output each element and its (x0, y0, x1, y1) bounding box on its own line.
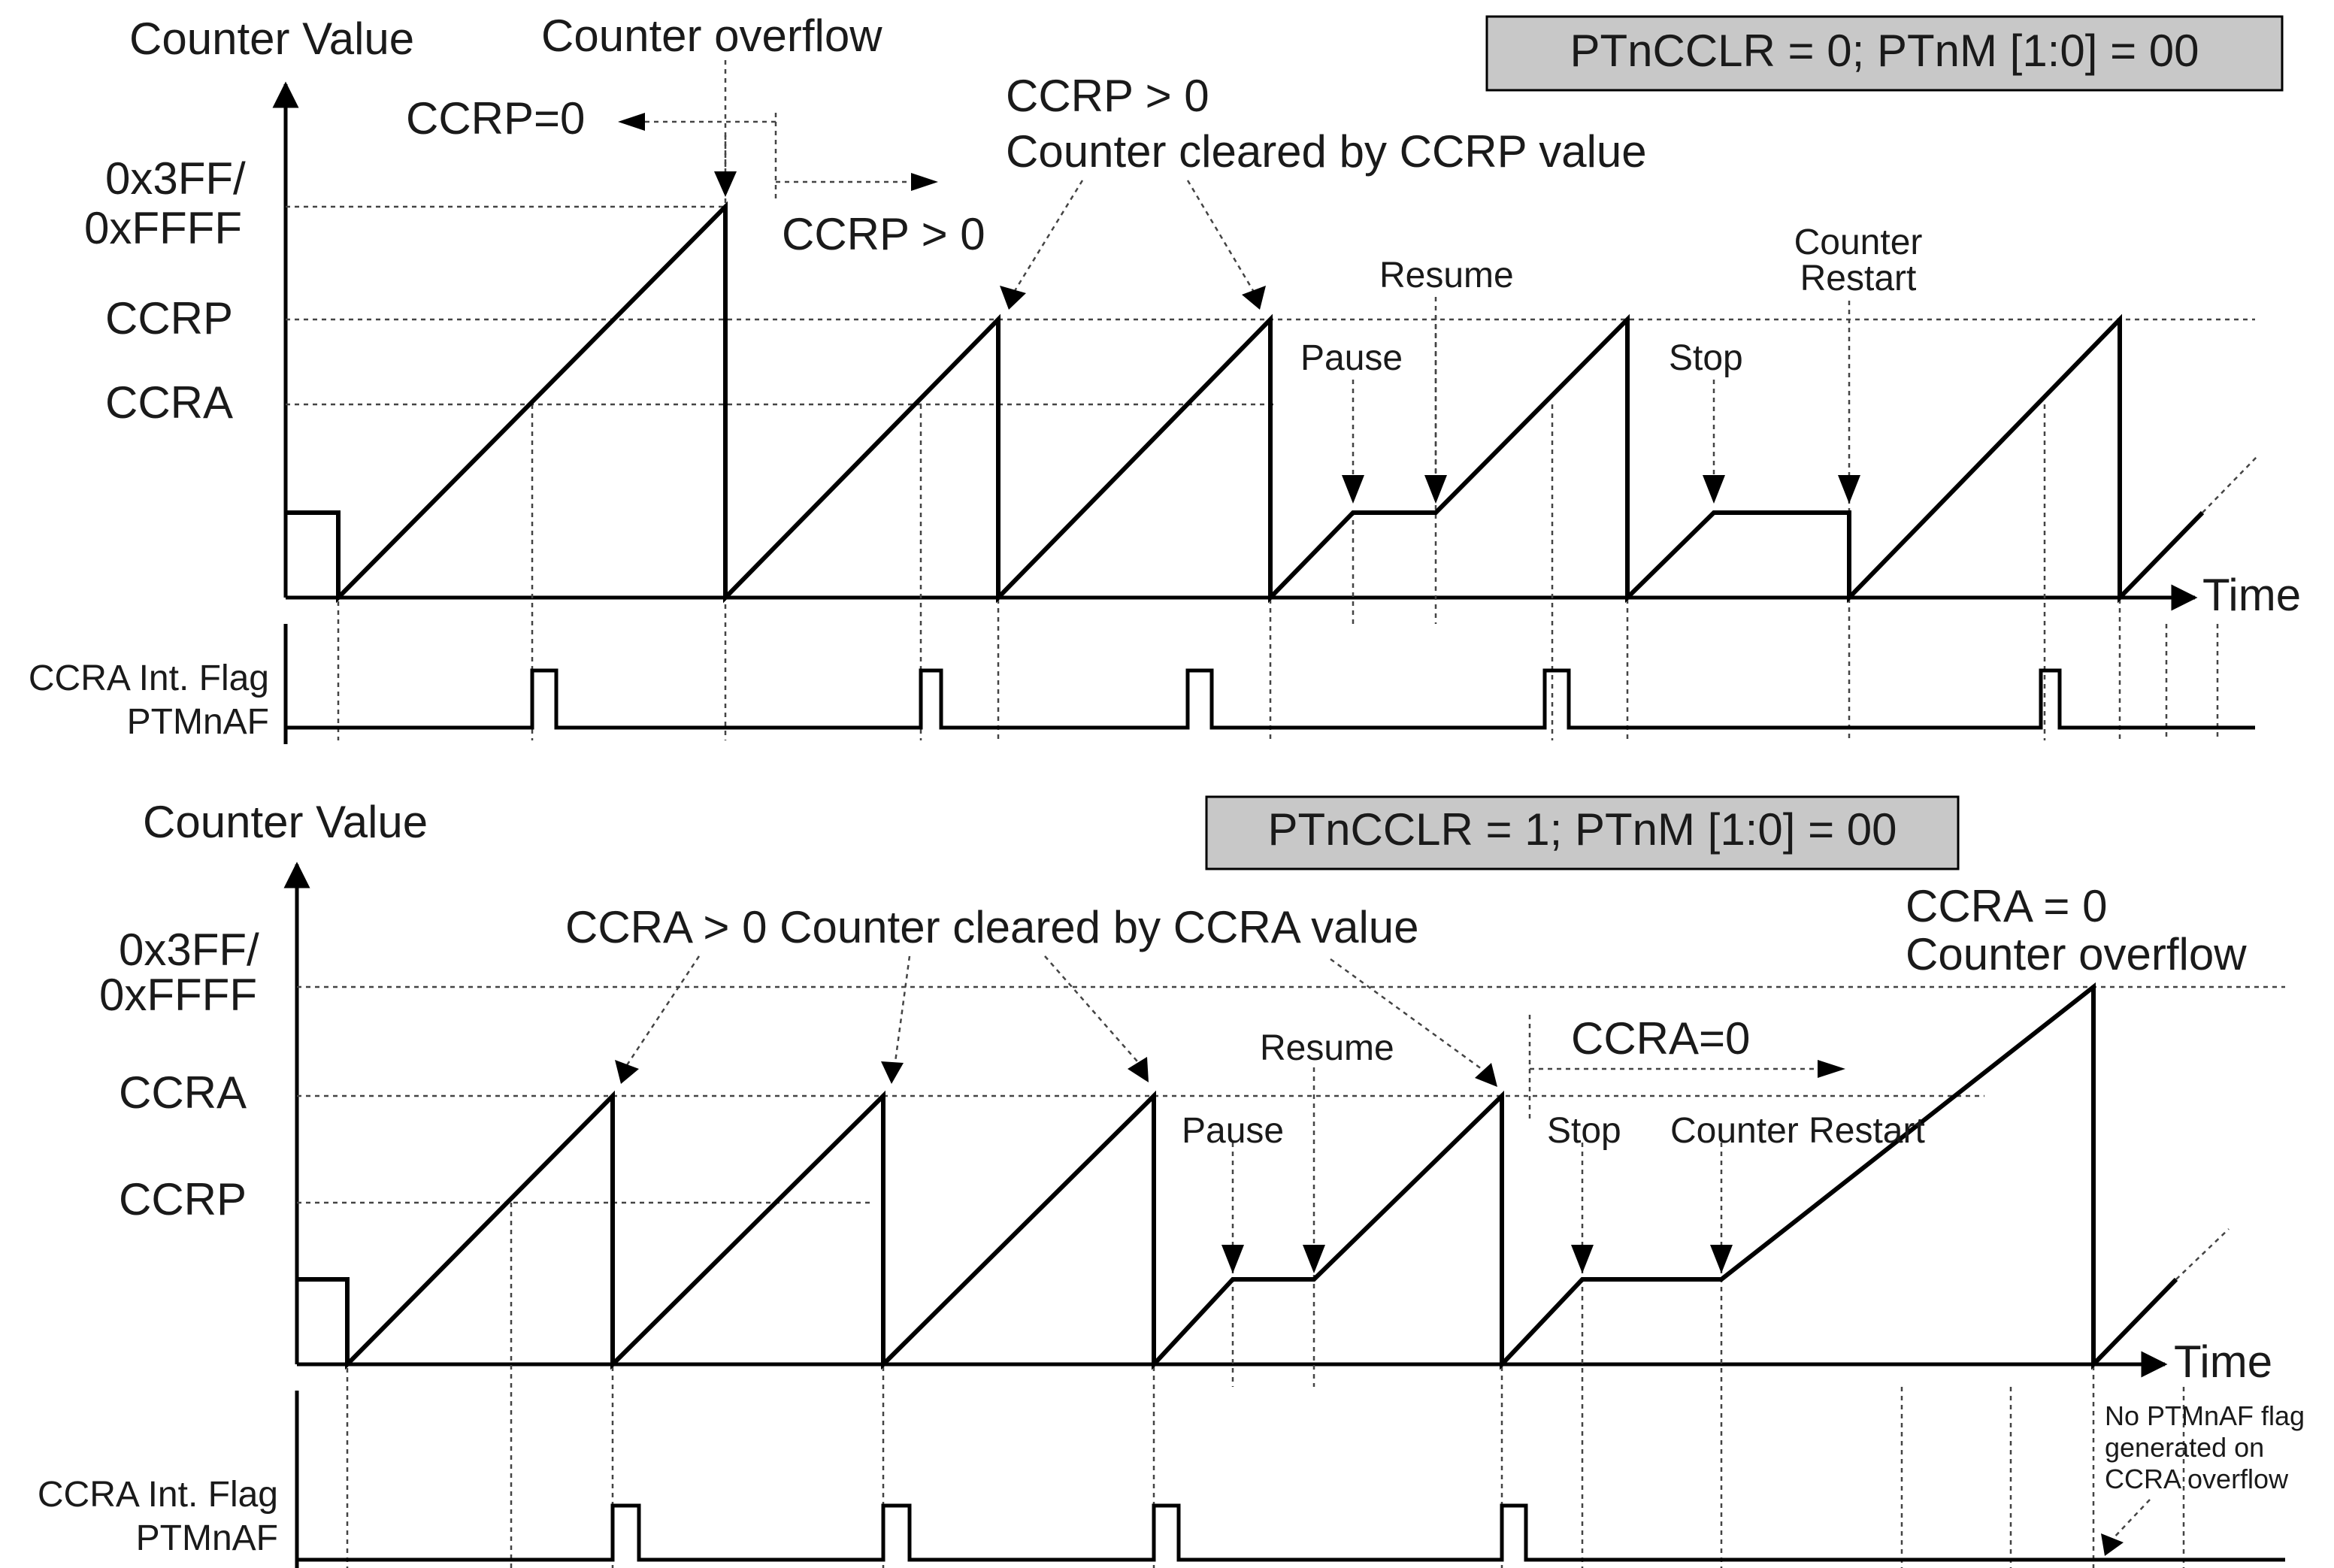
bottom-ccra-zero-label-2: Counter overflow (1906, 929, 2247, 979)
bottom-cleared-arrowhead-4 (1475, 1063, 1497, 1087)
bottom-ccra-eq0-label: CCRA=0 (1571, 1013, 1750, 1064)
top-resume-label: Resume (1379, 256, 1514, 295)
bottom-cleared-by-label: CCRA > 0 Counter cleared by CCRA value (565, 902, 1419, 952)
bottom-cleared-arrowhead-2 (881, 1061, 904, 1084)
bottom-level-max-1: 0x3FF/ (119, 925, 259, 975)
top-wave-continuation (2202, 454, 2260, 513)
bottom-cleared-arrowhead-1 (615, 1060, 639, 1084)
bottom-restart-arrowhead (1710, 1245, 1733, 1273)
top-cleared-pointer-2 (1186, 180, 1258, 298)
top-y-axis-label: Counter Value (129, 14, 414, 64)
bottom-pause-arrowhead (1221, 1245, 1244, 1273)
top-mode-label: PTnCCLR = 0; PTnM [1:0] = 00 (1570, 26, 2199, 76)
bottom-level-max-2: 0xFFFF (99, 970, 257, 1020)
bottom-resume-label: Resume (1260, 1028, 1394, 1068)
bottom-cleared-arrowhead-3 (1128, 1057, 1149, 1082)
top-cleared-pointer-1 (1010, 180, 1084, 298)
top-counter-restart-label-2: Restart (1800, 259, 1917, 298)
bottom-x-axis-label: Time (2174, 1336, 2272, 1387)
top-cleared-by-label: Counter cleared by CCRP value (1006, 126, 1647, 177)
top-flag-label-1: CCRA Int. Flag (29, 658, 269, 698)
bottom-cleared-pointer-1 (624, 955, 701, 1068)
bottom-cleared-pointer-3 (1044, 955, 1143, 1068)
top-mode-box (1485, 15, 2284, 92)
top-pause-label: Pause (1300, 338, 1403, 378)
bottom-cleared-pointer-2 (893, 955, 911, 1068)
bottom-level-ccra: CCRA (119, 1067, 247, 1118)
bottom-counter-waveform (297, 982, 2178, 1370)
bottom-counter-restart-label: Counter Restart (1670, 1111, 1925, 1151)
top-panel: PTnCCLR = 0; PTnM [1:0] = 00 Counter Val… (29, 11, 2301, 744)
top-level-ccra: CCRA (105, 377, 233, 428)
bottom-no-flag-pointer (2110, 1499, 2151, 1542)
bottom-no-flag-label-2: generated on (2105, 1432, 2264, 1463)
bottom-pause-label: Pause (1182, 1111, 1284, 1151)
top-level-ccrp: CCRP (105, 293, 233, 344)
bottom-mode-box (1205, 795, 1960, 870)
bottom-wave-continuation (2175, 1228, 2230, 1280)
top-restart-arrowhead (1838, 475, 1860, 504)
top-flag-label-2: PTMnAF (127, 702, 269, 742)
top-level-max-1: 0x3FF/ (105, 153, 246, 204)
top-ccrp-zero-arrowhead (618, 113, 645, 131)
bottom-resume-arrowhead (1303, 1245, 1325, 1273)
bottom-mode-label: PTnCCLR = 1; PTnM [1:0] = 00 (1267, 804, 1897, 855)
bottom-no-flag-label-1: No PTMnAF flag (2105, 1400, 2305, 1431)
bottom-flag-label-2: PTMnAF (136, 1518, 278, 1558)
top-pause-arrowhead (1342, 475, 1364, 504)
bottom-cleared-pointer-4 (1330, 958, 1491, 1076)
bottom-ccra-eq0-arrowhead (1818, 1060, 1845, 1078)
top-stop-arrowhead (1703, 475, 1725, 504)
bottom-level-ccrp: CCRP (119, 1174, 247, 1224)
top-x-axis-label: Time (2202, 570, 2301, 620)
top-counter-restart-label-1: Counter (1794, 222, 1923, 262)
bottom-flag-trace (297, 1503, 2285, 1562)
top-ccrp-gt0-title: CCRP > 0 (1006, 71, 1209, 121)
bottom-flag-label-1: CCRA Int. Flag (38, 1475, 278, 1515)
top-ccrp-gt0-arrowhead (911, 173, 938, 191)
bottom-no-flag-arrowhead (2101, 1533, 2124, 1556)
top-resume-arrowhead (1424, 475, 1447, 504)
bottom-ccra-zero-label-1: CCRA = 0 (1906, 881, 2107, 931)
top-cleared-arrowhead-1 (1000, 286, 1026, 310)
top-counter-waveform (286, 201, 2205, 604)
top-flag-trace (286, 668, 2255, 730)
top-overflow-arrowhead (714, 171, 737, 197)
top-counter-overflow-label: Counter overflow (541, 11, 882, 61)
top-level-max-2: 0xFFFF (84, 203, 242, 253)
bottom-stop-label: Stop (1547, 1111, 1621, 1151)
top-ccrp-zero-label: CCRP=0 (406, 93, 585, 144)
bottom-no-flag-label-3: CCRA overflow (2105, 1464, 2289, 1494)
top-ccrp-gt0-label: CCRP > 0 (782, 209, 985, 259)
bottom-panel: PTnCCLR = 1; PTnM [1:0] = 00 Counter Val… (38, 795, 2305, 1568)
bottom-stop-arrowhead (1571, 1245, 1594, 1273)
top-cleared-arrowhead-2 (1242, 286, 1266, 310)
bottom-y-axis-label: Counter Value (143, 797, 428, 847)
top-stop-label: Stop (1669, 338, 1743, 378)
